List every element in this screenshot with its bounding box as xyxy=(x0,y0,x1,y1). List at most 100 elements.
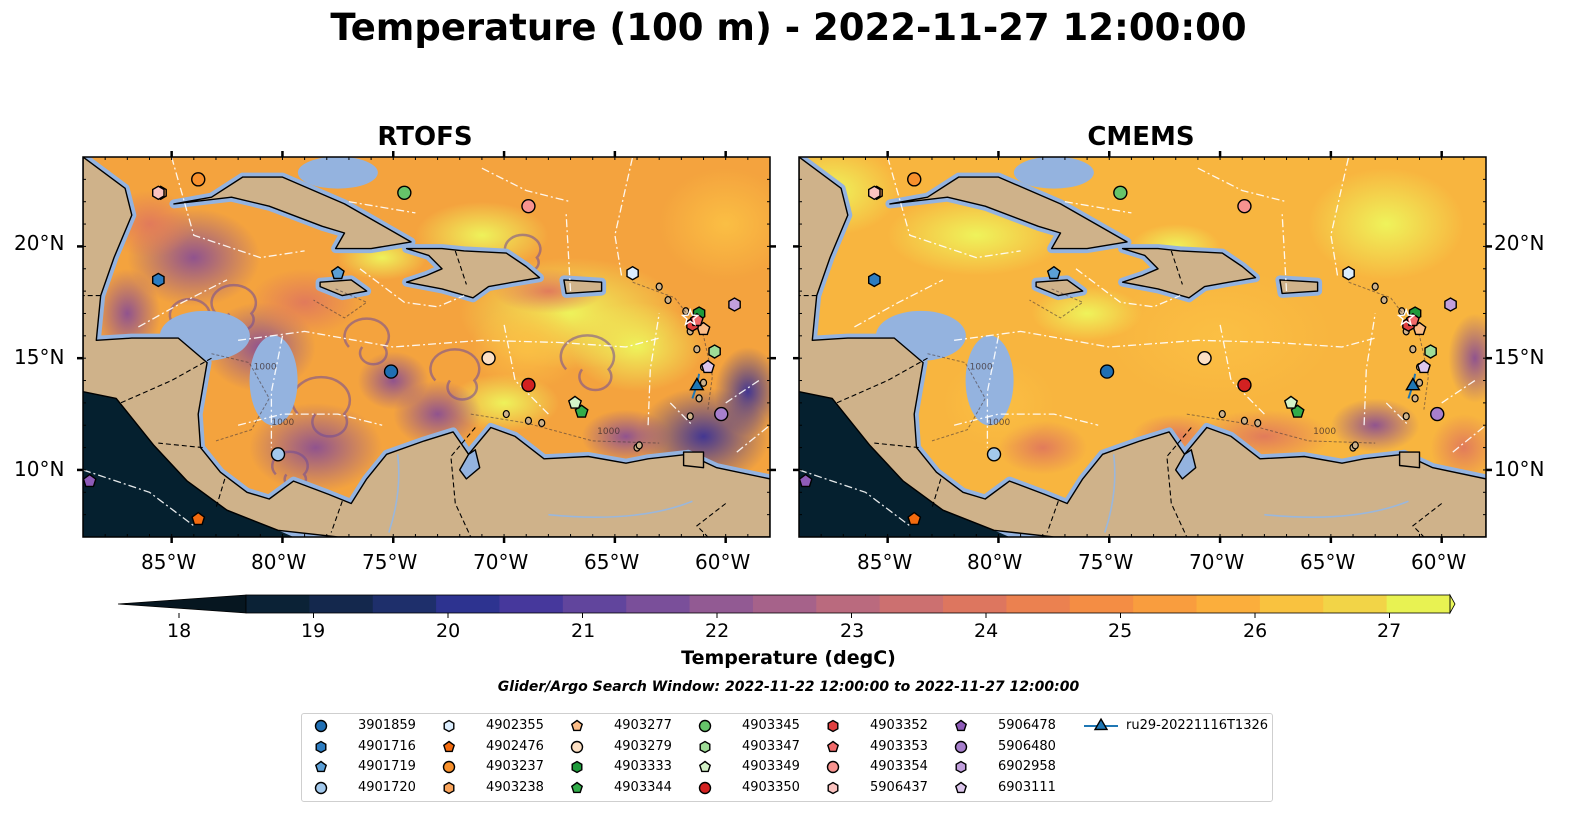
legend-marker-4901719 xyxy=(314,760,328,773)
lon-label-65w-left: 65°W xyxy=(584,550,640,574)
legend-label: 4903350 xyxy=(742,779,800,795)
legend-marker-4903352 xyxy=(827,719,839,733)
panel-title-cmems: CMEMS xyxy=(1087,122,1195,152)
lat-label-10n-left: 10°N xyxy=(14,457,65,481)
colorbar-segment xyxy=(943,595,1008,613)
float-marker-4903349 xyxy=(567,395,583,409)
float-marker-4903350 xyxy=(521,377,536,393)
legend-label: 4901720 xyxy=(358,779,416,795)
legend-label: 4903353 xyxy=(870,738,928,754)
lon-label-70w-left: 70°W xyxy=(473,550,529,574)
colorbar-segment xyxy=(1133,595,1198,613)
depth-contour-label: 1000 xyxy=(987,418,1010,428)
legend-marker-4903237 xyxy=(442,760,456,774)
colorbar-segment xyxy=(752,595,817,613)
colorbar-segment xyxy=(1006,595,1071,613)
legend-marker-4902476 xyxy=(442,740,456,752)
depth-contour-label: 1000 xyxy=(597,427,620,437)
float-marker-4903349 xyxy=(1283,395,1299,409)
colorbar-tick-24: 24 xyxy=(974,620,999,642)
lon-label-75w-left: 75°W xyxy=(362,550,418,574)
legend-marker-4903349 xyxy=(698,760,712,773)
depth-contour-label: 1000 xyxy=(271,418,294,428)
map-frame xyxy=(798,156,1487,538)
legend-marker-4901720 xyxy=(314,781,328,794)
float-marker-5906480 xyxy=(1430,406,1445,422)
lat-label-15n-left: 15°N xyxy=(14,345,65,369)
legend-label: 4903344 xyxy=(614,779,672,795)
float-marker-4901716 xyxy=(868,272,881,288)
map-panel-rtofs: 1000 1000 1000 xyxy=(77,151,776,543)
land-trinidad xyxy=(1398,451,1421,469)
legend-label: 5906480 xyxy=(998,738,1056,754)
legend-marker-4903333 xyxy=(571,760,583,774)
colorbar-segment xyxy=(309,595,374,613)
float-marker-6903111 xyxy=(700,359,715,374)
float-marker-5906478 xyxy=(83,473,97,488)
colorbar-segment xyxy=(879,595,944,613)
legend-label: 4901719 xyxy=(358,759,416,774)
land-centralAmerica xyxy=(83,157,770,537)
colorbar-segment xyxy=(436,595,501,613)
float-marker-5906437 xyxy=(151,185,165,201)
colorbar-tick-19: 19 xyxy=(301,620,326,642)
legend-marker-4901716 xyxy=(315,740,327,753)
lon-label-65w-right: 65°W xyxy=(1300,550,1356,574)
legend-marker-5906480 xyxy=(954,740,968,753)
colorbar-tick-25: 25 xyxy=(1108,620,1133,642)
float-marker-ru29-20221116T1326 xyxy=(689,377,705,391)
lon-label-80w-right: 80°W xyxy=(967,550,1023,574)
colorbar-tick-18: 18 xyxy=(167,620,192,642)
float-marker-4903237 xyxy=(191,172,206,187)
page-title: Temperature (100 m) - 2022-11-27 12:00:0… xyxy=(330,6,1247,49)
pacific-ocean xyxy=(83,391,294,537)
pacific-ocean xyxy=(799,391,1010,537)
legend-label: 4902355 xyxy=(486,718,544,733)
depth-contour-label: 1000 xyxy=(970,362,993,372)
legend-marker-6903111 xyxy=(954,781,968,793)
legend-marker-5906437 xyxy=(827,781,839,794)
float-marker-4903347 xyxy=(1424,344,1437,359)
legend-marker-4903347 xyxy=(699,740,711,753)
legend-marker-4903354 xyxy=(826,760,840,774)
float-marker-4903237 xyxy=(907,172,922,187)
legend-label: 4903277 xyxy=(614,718,672,733)
float-marker-5906478 xyxy=(799,473,813,488)
legend-marker-4903345 xyxy=(698,719,712,733)
map-figure: 1000 1000 1000 1000 1000 1000 xyxy=(77,151,1492,543)
land-hispaniola xyxy=(1121,247,1257,299)
land-centralAmerica xyxy=(799,157,1486,537)
float-marker-4901719 xyxy=(1046,265,1061,280)
land-cuba xyxy=(173,176,412,250)
legend-marker-4903279 xyxy=(570,740,584,753)
float-marker-4902476 xyxy=(907,511,922,526)
legend-marker-6902958 xyxy=(955,760,967,774)
float-marker-4903345 xyxy=(397,185,412,200)
colorbar-tick-26: 26 xyxy=(1243,620,1268,642)
legend-label: 4903345 xyxy=(742,718,800,733)
colorbar-segment xyxy=(1196,595,1261,613)
legend-marker-4903277 xyxy=(570,719,584,732)
float-marker-4903354 xyxy=(521,198,536,214)
lon-label-85w-left: 85°W xyxy=(141,550,197,574)
land-cuba xyxy=(889,176,1128,250)
colorbar-label: Temperature (degC) xyxy=(681,647,896,669)
float-marker-3901859 xyxy=(1099,364,1115,379)
float-marker-4901716 xyxy=(151,272,165,288)
legend-label: 6903111 xyxy=(998,779,1056,795)
lat-label-10n-right: 10°N xyxy=(1494,457,1545,481)
float-marker-4901719 xyxy=(330,265,345,280)
legend-label: 5906437 xyxy=(870,779,928,795)
legend-label: 4903349 xyxy=(742,759,800,774)
legend-label: 4903352 xyxy=(870,718,928,733)
float-marker-5906437 xyxy=(868,185,881,201)
lon-label-75w-right: 75°W xyxy=(1078,550,1134,574)
float-marker-4903350 xyxy=(1237,377,1252,393)
float-marker-3901859 xyxy=(383,364,399,379)
colorbar-segment xyxy=(372,595,437,613)
depth-contour-label: 1000 xyxy=(1313,427,1336,437)
legend-label: 4901716 xyxy=(358,738,416,754)
land-lakeMaracaibo xyxy=(459,449,481,480)
colorbar-segment xyxy=(816,595,881,613)
map-frame xyxy=(82,156,771,538)
